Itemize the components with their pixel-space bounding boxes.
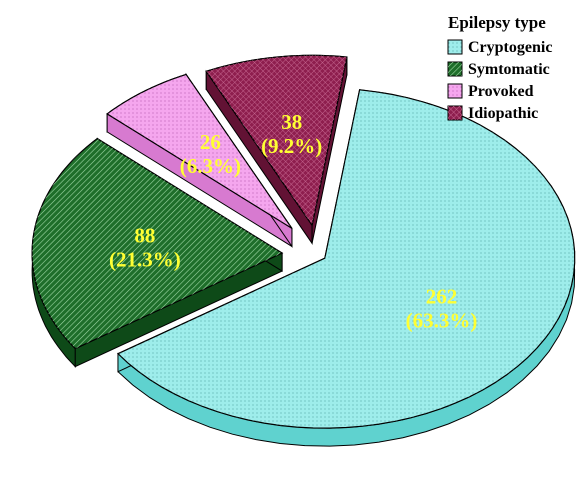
- legend-item-cryptogenic: Cryptogenic: [447, 39, 552, 56]
- pie-data-labels: 262(63.3%) 88(21.3%) 26(6.3%) 38(9.2%): [109, 110, 477, 333]
- legend: Epilepsy type Cryptogenic Symtomatic Provo…: [447, 13, 552, 122]
- legend-label-cryptogenic: Cryptogenic: [468, 39, 552, 56]
- legend-label-symtomatic: Symtomatic: [468, 61, 550, 78]
- legend-item-provoked: Provoked: [447, 83, 534, 100]
- data-label-count-idiopathic: 38: [281, 110, 302, 134]
- data-label-count-cryptogenic: 262: [426, 285, 458, 309]
- pie-slices: [31, 54, 576, 447]
- legend-title: Epilepsy type: [448, 13, 546, 32]
- pie-slice-cryptogenic-pattern: [118, 89, 575, 429]
- pie-slice-provoked-pattern: [107, 74, 292, 229]
- data-label-percent-cryptogenic: (63.3%): [406, 309, 478, 333]
- data-label-percent-symtomatic: (21.3%): [109, 247, 181, 271]
- data-label-count-provoked: 26: [200, 130, 221, 154]
- pie-slice-symtomatic-pattern: [32, 138, 283, 349]
- data-label-percent-idiopathic: (9.2%): [261, 134, 322, 158]
- legend-item-symtomatic: Symtomatic: [447, 61, 550, 78]
- data-label-count-symtomatic: 88: [134, 223, 155, 247]
- pie-slice-idiopathic-pattern: [206, 55, 347, 226]
- legend-item-idiopathic: Idiopathic: [447, 105, 538, 122]
- legend-label-idiopathic: Idiopathic: [468, 105, 538, 122]
- data-label-percent-provoked: (6.3%): [180, 154, 241, 178]
- legend-label-provoked: Provoked: [468, 83, 534, 100]
